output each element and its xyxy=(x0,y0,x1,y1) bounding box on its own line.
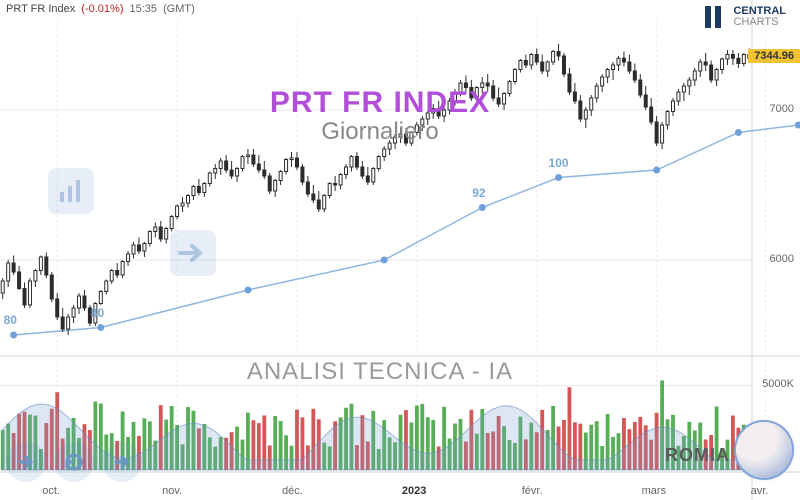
nav-refresh-button[interactable] xyxy=(54,442,94,482)
x-axis-label: déc. xyxy=(282,485,303,497)
nav-prev-button[interactable] xyxy=(6,442,46,482)
change-percent: (-0.01%) xyxy=(81,3,123,15)
x-axis-label: nov. xyxy=(162,485,182,497)
nav-next-button[interactable] xyxy=(102,442,142,482)
instrument-name: PRT FR Index xyxy=(6,3,75,15)
chart-svg xyxy=(0,0,800,500)
y-axis-label: 7000 xyxy=(770,103,794,115)
x-axis-label: 2023 xyxy=(402,485,426,497)
secondary-point-label: 92 xyxy=(472,186,485,200)
header-bar: PRT FR Index (-0.01%) 15:35 (GMT) xyxy=(0,0,800,18)
secondary-point-label: 80 xyxy=(4,313,17,327)
timestamp: 15:35 xyxy=(129,3,157,15)
x-axis-label: mars xyxy=(642,485,666,497)
secondary-point-label: 100 xyxy=(549,156,569,170)
logo-mark-icon xyxy=(705,6,727,28)
x-axis-label: avr. xyxy=(751,485,769,497)
y-axis-label: 6000 xyxy=(770,253,794,265)
secondary-point-label: 80 xyxy=(91,306,104,320)
romia-label: ROMIA xyxy=(665,445,730,466)
watermark-arrow-icon xyxy=(170,230,216,276)
watermark-chart-icon xyxy=(48,168,94,214)
chart-container: { "header":{"name":"PRT FR Index","pct":… xyxy=(0,0,800,500)
x-axis-label: oct. xyxy=(42,485,60,497)
timezone: (GMT) xyxy=(163,3,195,15)
brand-logo: CENTRAL CHARTS xyxy=(705,6,786,28)
x-axis-label: févr. xyxy=(522,485,543,497)
assistant-avatar-icon[interactable] xyxy=(736,422,792,478)
volume-axis-label: 5000K xyxy=(762,378,794,390)
logo-text: CENTRAL CHARTS xyxy=(733,6,786,28)
last-price-tag: 7344.96 xyxy=(748,49,800,63)
